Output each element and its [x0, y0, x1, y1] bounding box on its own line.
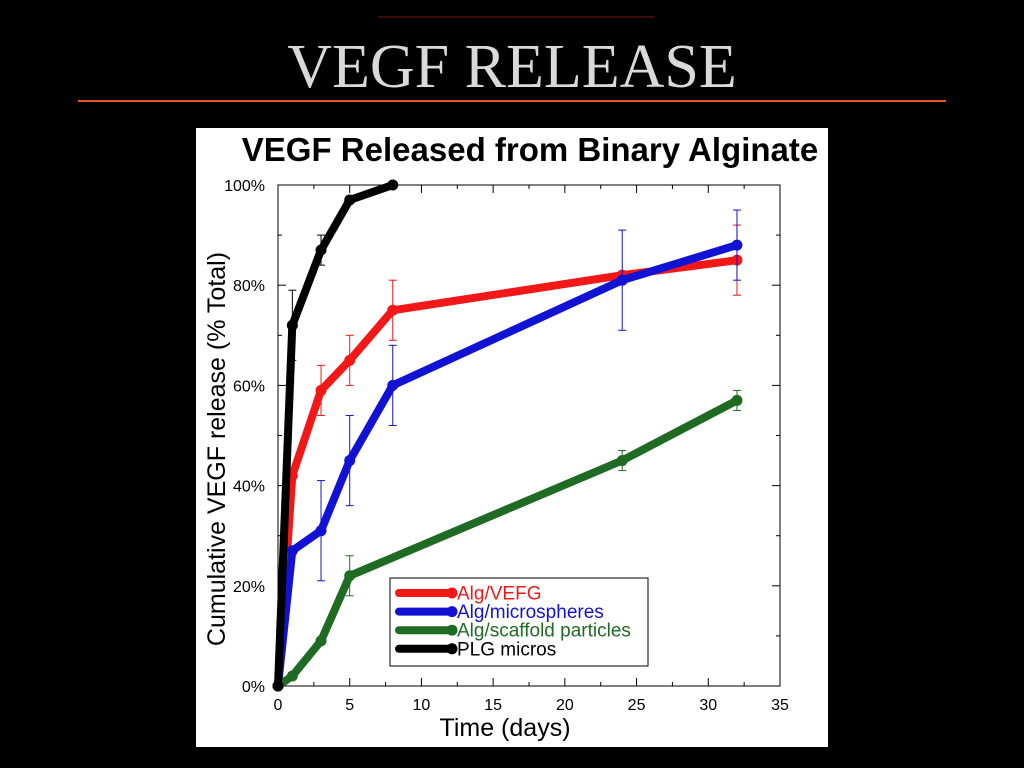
data-point — [315, 244, 327, 256]
legend-label: Alg/microspheres — [457, 602, 604, 623]
data-point — [387, 179, 399, 191]
data-point — [286, 319, 298, 331]
legend-entry-alg-vefg: Alg/VEFG — [395, 584, 541, 605]
legend-entry-plg-micros: PLG micros — [395, 639, 556, 660]
plot-series — [272, 179, 743, 692]
legend-entry-alg-scaffold-particles: Alg/scaffold particles — [395, 621, 631, 642]
y-tick-label: 100% — [224, 178, 265, 195]
x-tick-label: 5 — [345, 697, 354, 714]
data-point — [344, 570, 356, 582]
legend-marker — [446, 643, 458, 655]
series-plg-micros — [272, 179, 399, 692]
data-point — [344, 354, 356, 366]
data-point — [272, 680, 284, 692]
x-tick-label: 35 — [771, 697, 789, 714]
chart-title: VEGF Released from Binary Alginate — [242, 131, 818, 168]
x-tick-label: 10 — [413, 697, 431, 714]
data-point — [286, 545, 298, 557]
x-tick-label: 25 — [628, 697, 646, 714]
x-tick-label: 0 — [274, 697, 283, 714]
data-point — [344, 455, 356, 467]
data-point — [616, 455, 628, 467]
legend-marker — [446, 606, 458, 618]
y-tick-label: 60% — [233, 378, 265, 395]
legend-entry-alg-microspheres: Alg/microspheres — [395, 602, 604, 623]
data-point — [616, 274, 628, 286]
data-point — [344, 194, 356, 206]
legend-label: PLG micros — [457, 639, 556, 660]
data-point — [315, 635, 327, 647]
y-tick-label: 20% — [233, 579, 265, 596]
legend-marker — [446, 587, 458, 599]
y-axis-label: Cumulative VEGF release (% Total) — [203, 252, 231, 646]
data-point — [387, 379, 399, 391]
x-tick-label: 20 — [556, 697, 574, 714]
y-tick-label: 80% — [233, 278, 265, 295]
data-point — [731, 394, 743, 406]
data-point — [286, 670, 298, 682]
slide-title: VEGF RELEASE — [287, 33, 737, 101]
y-tick-label: 0% — [242, 679, 265, 696]
data-point — [387, 304, 399, 316]
series-alg-microspheres — [272, 209, 743, 692]
legend-label: Alg/VEFG — [457, 584, 541, 605]
y-tick-label: 40% — [233, 479, 265, 496]
x-tick-label: 30 — [699, 697, 717, 714]
chart-panel: VEGF Released from Binary Alginate 0 5 10 1… — [196, 128, 828, 747]
tick-labels: 0 5 10 15 20 25 30 35 0% 20% 40% 60% 80% 100% — [224, 178, 789, 714]
legend-label: Alg/scaffold particles — [457, 621, 631, 642]
title-underline — [78, 100, 946, 102]
x-axis-label: Time (days) — [439, 714, 570, 742]
data-point — [731, 239, 743, 251]
release-chart: VEGF Released from Binary Alginate 0 5 10 1… — [203, 131, 818, 742]
plot-frame — [277, 184, 781, 687]
data-point — [315, 525, 327, 537]
data-point — [315, 384, 327, 396]
top-accent-line — [378, 16, 655, 18]
legend-marker — [446, 624, 458, 636]
x-tick-label: 15 — [484, 697, 502, 714]
